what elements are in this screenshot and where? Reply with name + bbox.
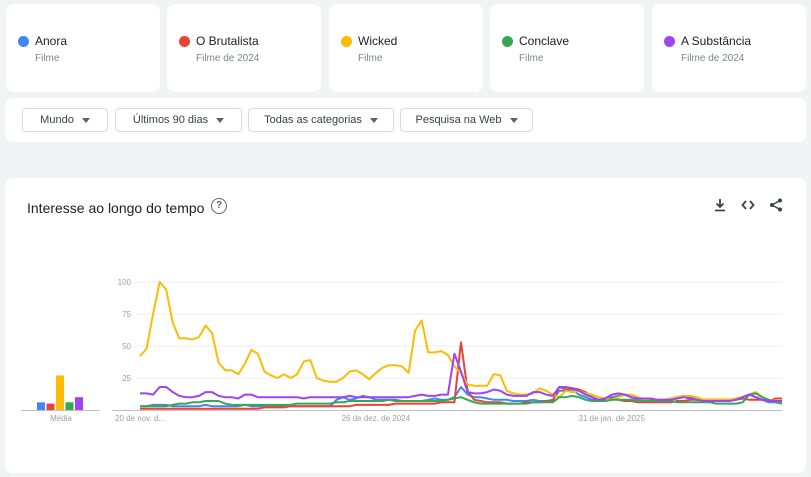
search-type-filter-label: Pesquisa na Web [415, 114, 502, 126]
share-icon[interactable] [768, 198, 784, 214]
term-subtitle: Filme de 2024 [196, 53, 260, 64]
term-card-wicked[interactable]: Wicked Filme [329, 4, 483, 92]
dropdown-caret-icon [81, 117, 90, 123]
region-filter-label: Mundo [40, 114, 74, 126]
term-name: Conclave [519, 34, 570, 48]
term-subtitle: Filme de 2024 [681, 53, 745, 64]
term-subtitle: Filme [358, 53, 383, 64]
download-icon[interactable] [712, 198, 728, 214]
series-color-dot [664, 35, 675, 47]
term-name: A Substância [681, 34, 752, 48]
category-filter-dropdown[interactable]: Todas as categorias [248, 108, 394, 132]
term-subtitle: Filme [35, 53, 60, 64]
term-name: Wicked [358, 34, 398, 48]
help-circle-icon[interactable]: ? [211, 198, 227, 214]
dropdown-caret-icon [369, 117, 378, 123]
term-name: Anora [35, 34, 68, 48]
term-card-o-brutalista[interactable]: O Brutalista Filme de 2024 [167, 4, 321, 92]
period-filter-dropdown[interactable]: Últimos 90 dias [115, 108, 242, 132]
dropdown-caret-icon [216, 117, 225, 123]
period-filter-label: Últimos 90 dias [132, 114, 209, 126]
term-card-a-substancia[interactable]: A Substância Filme de 2024 [652, 4, 806, 92]
dropdown-caret-icon [509, 117, 518, 123]
series-color-dot [18, 35, 29, 47]
series-color-dot [341, 35, 352, 47]
category-filter-label: Todas as categorias [264, 114, 362, 126]
term-subtitle: Filme [519, 53, 544, 64]
panel-title: Interesse ao longo do tempo [27, 200, 205, 216]
embed-code-icon[interactable] [740, 198, 756, 214]
term-name: O Brutalista [196, 34, 259, 48]
region-filter-dropdown[interactable]: Mundo [22, 108, 108, 132]
term-card-conclave[interactable]: Conclave Filme [490, 4, 644, 92]
series-color-dot [502, 35, 513, 47]
filters-bar: Mundo Últimos 90 dias Todas as categoria… [5, 98, 806, 142]
term-card-anora[interactable]: Anora Filme [6, 4, 160, 92]
search-type-filter-dropdown[interactable]: Pesquisa na Web [400, 108, 533, 132]
interest-over-time-panel: Interesse ao longo do tempo ? [5, 178, 806, 473]
series-color-dot [179, 35, 190, 47]
